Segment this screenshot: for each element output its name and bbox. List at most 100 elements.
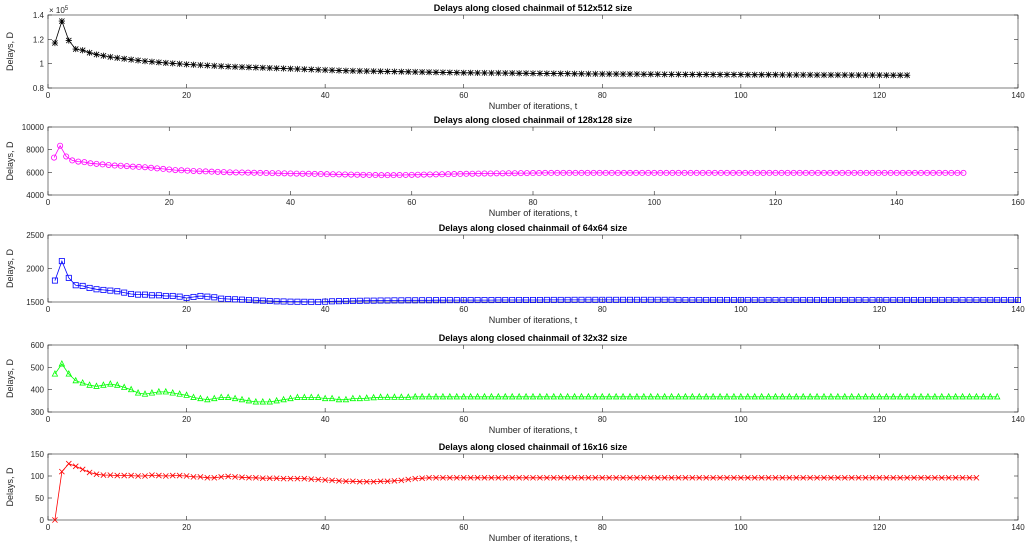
data-point	[711, 169, 718, 176]
data-point	[848, 296, 855, 303]
data-point	[724, 474, 730, 481]
data-point	[942, 169, 949, 176]
data-point	[263, 170, 270, 177]
data-point	[599, 392, 606, 400]
data-point	[184, 167, 191, 174]
data-point	[72, 282, 79, 289]
x-tick-label: 100	[734, 305, 748, 314]
data-point	[128, 290, 135, 297]
data-point	[453, 297, 460, 304]
data-point	[391, 393, 398, 400]
data-point	[79, 47, 86, 54]
data-point	[703, 71, 710, 78]
data-point	[384, 297, 391, 304]
x-tick-label: 80	[529, 198, 538, 207]
data-point	[626, 392, 634, 400]
data-point	[225, 295, 232, 302]
data-point	[793, 71, 800, 78]
x-tick-label: 0	[46, 91, 51, 100]
data-point	[190, 393, 197, 400]
y-tick-label: 6000	[26, 168, 44, 177]
data-point	[342, 395, 350, 403]
data-point	[460, 392, 467, 400]
data-point	[287, 298, 294, 305]
data-point	[160, 165, 167, 172]
x-tick-label: 160	[1011, 198, 1025, 207]
data-point	[834, 474, 841, 481]
data-point	[162, 292, 169, 299]
data-point	[79, 378, 86, 386]
data-point	[548, 169, 555, 176]
data-point	[114, 288, 121, 295]
data-point	[669, 169, 676, 176]
data-point	[356, 478, 363, 485]
x-tick-label: 120	[873, 415, 887, 424]
data-point	[488, 392, 495, 400]
data-point	[883, 474, 890, 481]
data-point	[765, 392, 772, 400]
y-tick-label: 1.4	[33, 11, 45, 20]
data-point	[294, 475, 301, 482]
data-point	[779, 474, 786, 481]
data-point	[111, 162, 118, 169]
data-point	[619, 71, 627, 78]
data-point	[682, 392, 689, 400]
data-point	[945, 392, 952, 400]
data-point	[204, 293, 211, 300]
data-point	[79, 282, 86, 289]
data-point	[343, 478, 349, 485]
data-point	[99, 161, 106, 168]
data-point	[342, 67, 350, 74]
data-point	[827, 169, 834, 176]
data-point	[211, 474, 218, 481]
data-point	[828, 474, 834, 481]
data-point	[758, 71, 765, 78]
data-point	[959, 392, 966, 400]
data-point	[354, 171, 361, 178]
data-point	[959, 474, 966, 481]
data-point	[614, 169, 621, 176]
data-point	[259, 475, 266, 482]
data-point	[162, 473, 169, 479]
data-point	[135, 291, 142, 298]
data-point	[439, 297, 446, 304]
data-point	[578, 70, 585, 77]
data-point	[709, 392, 717, 400]
data-point	[123, 163, 130, 170]
data-point	[550, 296, 557, 303]
x-tick-label: 0	[46, 198, 51, 207]
data-point	[723, 392, 731, 400]
data-point	[467, 297, 474, 304]
data-point	[682, 296, 689, 303]
data-point	[432, 171, 439, 178]
data-point	[502, 296, 509, 303]
data-point	[72, 45, 79, 53]
data-point	[457, 170, 464, 177]
data-point	[550, 474, 557, 481]
data-point	[633, 71, 641, 78]
data-point	[590, 169, 597, 176]
data-point	[931, 474, 938, 481]
data-point	[273, 475, 280, 482]
data-point	[647, 474, 654, 481]
data-point	[627, 296, 634, 303]
data-point	[687, 169, 694, 176]
data-point	[855, 474, 862, 481]
data-point	[537, 474, 543, 481]
data-point	[63, 153, 70, 160]
data-point	[869, 296, 876, 303]
data-point	[51, 277, 58, 284]
data-point	[301, 475, 308, 482]
data-point	[578, 474, 585, 481]
data-point	[592, 474, 599, 481]
data-point	[266, 64, 273, 72]
x-tick-label: 140	[1011, 523, 1025, 532]
data-point	[730, 392, 738, 400]
data-point	[495, 69, 502, 77]
data-point	[363, 67, 370, 75]
data-point	[275, 170, 282, 177]
data-point	[495, 474, 502, 481]
data-point	[314, 393, 322, 400]
x-axis-label: Number of iterations, t	[489, 208, 578, 218]
data-point	[640, 474, 647, 481]
